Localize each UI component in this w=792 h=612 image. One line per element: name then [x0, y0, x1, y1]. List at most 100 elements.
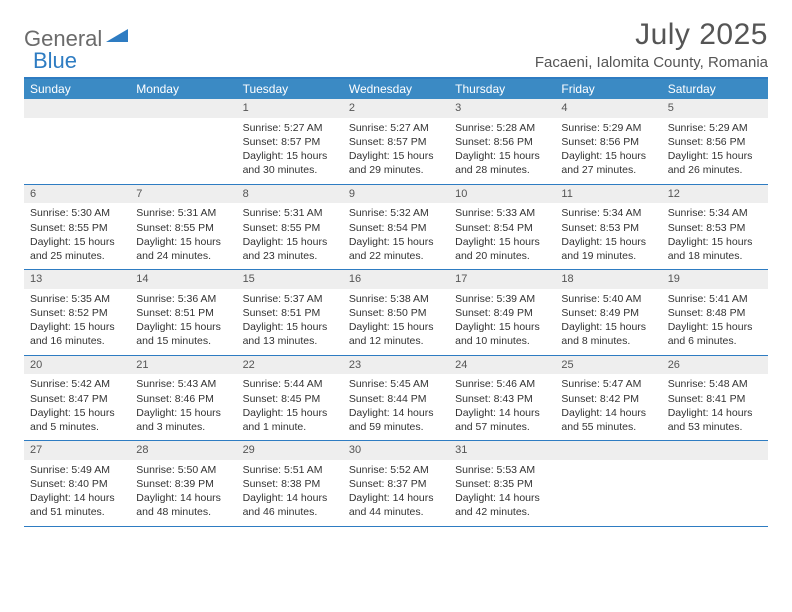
day-cell: 29Sunrise: 5:51 AMSunset: 8:38 PMDayligh…: [237, 441, 343, 526]
day-cell: 30Sunrise: 5:52 AMSunset: 8:37 PMDayligh…: [343, 441, 449, 526]
day-number: 19: [662, 270, 768, 289]
sunset-text: Sunset: 8:55 PM: [136, 221, 230, 235]
day-body: Sunrise: 5:35 AMSunset: 8:52 PMDaylight:…: [24, 289, 130, 355]
day-cell: 14Sunrise: 5:36 AMSunset: 8:51 PMDayligh…: [130, 270, 236, 355]
day-cell: .: [555, 441, 661, 526]
day-body: Sunrise: 5:36 AMSunset: 8:51 PMDaylight:…: [130, 289, 236, 355]
sunset-text: Sunset: 8:44 PM: [349, 392, 443, 406]
sunset-text: Sunset: 8:50 PM: [349, 306, 443, 320]
sunset-text: Sunset: 8:52 PM: [30, 306, 124, 320]
sunset-text: Sunset: 8:56 PM: [668, 135, 762, 149]
day-cell: 10Sunrise: 5:33 AMSunset: 8:54 PMDayligh…: [449, 185, 555, 270]
daylight-text: Daylight: 15 hours and 30 minutes.: [243, 149, 337, 177]
day-number: 2: [343, 99, 449, 118]
sunset-text: Sunset: 8:37 PM: [349, 477, 443, 491]
brand-triangle-icon: [106, 26, 128, 47]
day-number: 14: [130, 270, 236, 289]
day-body: Sunrise: 5:51 AMSunset: 8:38 PMDaylight:…: [237, 460, 343, 526]
day-cell: 3Sunrise: 5:28 AMSunset: 8:56 PMDaylight…: [449, 99, 555, 184]
daylight-text: Daylight: 15 hours and 13 minutes.: [243, 320, 337, 348]
sunset-text: Sunset: 8:57 PM: [243, 135, 337, 149]
day-number: 9: [343, 185, 449, 204]
day-cell: 31Sunrise: 5:53 AMSunset: 8:35 PMDayligh…: [449, 441, 555, 526]
title-block: July 2025 Facaeni, Ialomita County, Roma…: [535, 18, 768, 71]
weekday-header: Sunday: [24, 79, 130, 99]
day-cell: 13Sunrise: 5:35 AMSunset: 8:52 PMDayligh…: [24, 270, 130, 355]
sunrise-text: Sunrise: 5:46 AM: [455, 377, 549, 391]
day-cell: 24Sunrise: 5:46 AMSunset: 8:43 PMDayligh…: [449, 356, 555, 441]
sunset-text: Sunset: 8:45 PM: [243, 392, 337, 406]
sunset-text: Sunset: 8:47 PM: [30, 392, 124, 406]
day-number: 25: [555, 356, 661, 375]
day-body: Sunrise: 5:28 AMSunset: 8:56 PMDaylight:…: [449, 118, 555, 184]
daylight-text: Daylight: 15 hours and 27 minutes.: [561, 149, 655, 177]
daylight-text: Daylight: 15 hours and 3 minutes.: [136, 406, 230, 434]
day-cell: 1Sunrise: 5:27 AMSunset: 8:57 PMDaylight…: [237, 99, 343, 184]
sunset-text: Sunset: 8:35 PM: [455, 477, 549, 491]
day-body: Sunrise: 5:44 AMSunset: 8:45 PMDaylight:…: [237, 374, 343, 440]
sunrise-text: Sunrise: 5:27 AM: [349, 121, 443, 135]
day-cell: 20Sunrise: 5:42 AMSunset: 8:47 PMDayligh…: [24, 356, 130, 441]
day-number: 5: [662, 99, 768, 118]
week-row: 13Sunrise: 5:35 AMSunset: 8:52 PMDayligh…: [24, 270, 768, 356]
day-cell: 27Sunrise: 5:49 AMSunset: 8:40 PMDayligh…: [24, 441, 130, 526]
day-number: 28: [130, 441, 236, 460]
day-body: Sunrise: 5:30 AMSunset: 8:55 PMDaylight:…: [24, 203, 130, 269]
day-cell: 7Sunrise: 5:31 AMSunset: 8:55 PMDaylight…: [130, 185, 236, 270]
sunset-text: Sunset: 8:43 PM: [455, 392, 549, 406]
weekday-header: Thursday: [449, 79, 555, 99]
day-body: Sunrise: 5:43 AMSunset: 8:46 PMDaylight:…: [130, 374, 236, 440]
daylight-text: Daylight: 15 hours and 5 minutes.: [30, 406, 124, 434]
sunrise-text: Sunrise: 5:34 AM: [561, 206, 655, 220]
sunset-text: Sunset: 8:56 PM: [455, 135, 549, 149]
day-body: Sunrise: 5:48 AMSunset: 8:41 PMDaylight:…: [662, 374, 768, 440]
day-body: [24, 118, 130, 127]
sunrise-text: Sunrise: 5:28 AM: [455, 121, 549, 135]
calendar-table: Sunday Monday Tuesday Wednesday Thursday…: [24, 77, 768, 527]
weekday-header: Tuesday: [237, 79, 343, 99]
sunrise-text: Sunrise: 5:29 AM: [668, 121, 762, 135]
sunset-text: Sunset: 8:40 PM: [30, 477, 124, 491]
day-body: Sunrise: 5:50 AMSunset: 8:39 PMDaylight:…: [130, 460, 236, 526]
daylight-text: Daylight: 15 hours and 16 minutes.: [30, 320, 124, 348]
day-body: Sunrise: 5:52 AMSunset: 8:37 PMDaylight:…: [343, 460, 449, 526]
weekday-header: Monday: [130, 79, 236, 99]
sunset-text: Sunset: 8:55 PM: [243, 221, 337, 235]
daylight-text: Daylight: 15 hours and 26 minutes.: [668, 149, 762, 177]
day-number: 17: [449, 270, 555, 289]
daylight-text: Daylight: 14 hours and 46 minutes.: [243, 491, 337, 519]
day-cell: 19Sunrise: 5:41 AMSunset: 8:48 PMDayligh…: [662, 270, 768, 355]
sunrise-text: Sunrise: 5:44 AM: [243, 377, 337, 391]
day-body: Sunrise: 5:31 AMSunset: 8:55 PMDaylight:…: [237, 203, 343, 269]
daylight-text: Daylight: 15 hours and 10 minutes.: [455, 320, 549, 348]
day-body: Sunrise: 5:27 AMSunset: 8:57 PMDaylight:…: [343, 118, 449, 184]
day-number: 16: [343, 270, 449, 289]
day-cell: 8Sunrise: 5:31 AMSunset: 8:55 PMDaylight…: [237, 185, 343, 270]
weekday-header-row: Sunday Monday Tuesday Wednesday Thursday…: [24, 79, 768, 99]
day-cell: 23Sunrise: 5:45 AMSunset: 8:44 PMDayligh…: [343, 356, 449, 441]
sunset-text: Sunset: 8:48 PM: [668, 306, 762, 320]
sunrise-text: Sunrise: 5:40 AM: [561, 292, 655, 306]
daylight-text: Daylight: 15 hours and 23 minutes.: [243, 235, 337, 263]
day-body: Sunrise: 5:34 AMSunset: 8:53 PMDaylight:…: [662, 203, 768, 269]
day-body: Sunrise: 5:27 AMSunset: 8:57 PMDaylight:…: [237, 118, 343, 184]
day-number: 24: [449, 356, 555, 375]
sunset-text: Sunset: 8:55 PM: [30, 221, 124, 235]
week-row: 6Sunrise: 5:30 AMSunset: 8:55 PMDaylight…: [24, 185, 768, 271]
sunset-text: Sunset: 8:53 PM: [561, 221, 655, 235]
sunset-text: Sunset: 8:41 PM: [668, 392, 762, 406]
daylight-text: Daylight: 15 hours and 28 minutes.: [455, 149, 549, 177]
sunrise-text: Sunrise: 5:49 AM: [30, 463, 124, 477]
day-number: 30: [343, 441, 449, 460]
day-body: Sunrise: 5:29 AMSunset: 8:56 PMDaylight:…: [662, 118, 768, 184]
day-number: 23: [343, 356, 449, 375]
day-body: Sunrise: 5:29 AMSunset: 8:56 PMDaylight:…: [555, 118, 661, 184]
weekday-header: Saturday: [662, 79, 768, 99]
day-number: 22: [237, 356, 343, 375]
day-cell: 21Sunrise: 5:43 AMSunset: 8:46 PMDayligh…: [130, 356, 236, 441]
day-cell: 12Sunrise: 5:34 AMSunset: 8:53 PMDayligh…: [662, 185, 768, 270]
day-body: Sunrise: 5:32 AMSunset: 8:54 PMDaylight:…: [343, 203, 449, 269]
week-row: 27Sunrise: 5:49 AMSunset: 8:40 PMDayligh…: [24, 441, 768, 527]
daylight-text: Daylight: 14 hours and 51 minutes.: [30, 491, 124, 519]
day-number: 13: [24, 270, 130, 289]
